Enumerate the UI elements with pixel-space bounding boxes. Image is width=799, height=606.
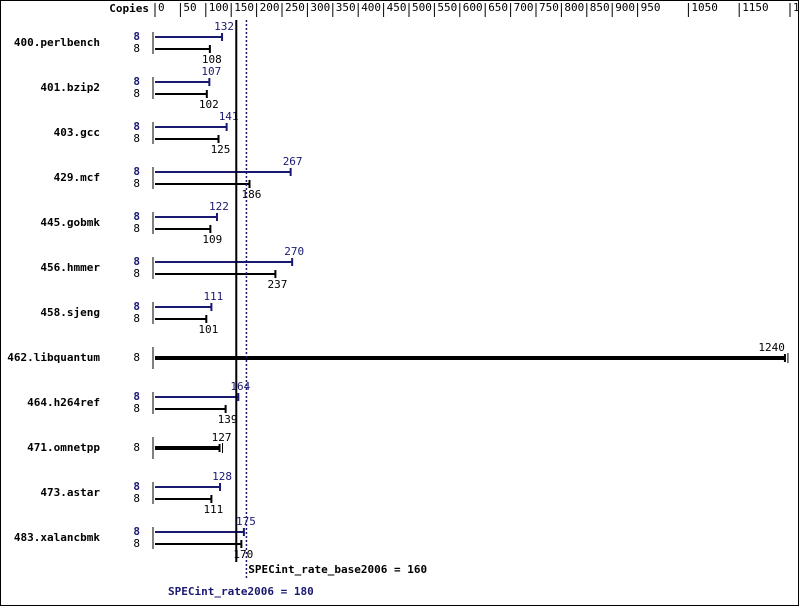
category-label: 471.omnetpp xyxy=(27,441,100,454)
category-label: 401.bzip2 xyxy=(40,81,100,94)
x-tick-label: 950 xyxy=(641,1,661,14)
copies-label: 8 xyxy=(133,390,140,403)
x-tick-label: 0 xyxy=(158,1,165,14)
x-tick-label: 1150 xyxy=(742,1,769,14)
copies-label: 8 xyxy=(133,120,140,133)
value-label: 1240 xyxy=(758,341,785,354)
x-tick-label: 900 xyxy=(615,1,635,14)
x-tick-label: 300 xyxy=(310,1,330,14)
category-label: 456.hmmer xyxy=(40,261,100,274)
reference-label: SPECint_rate2006 = 180 xyxy=(168,585,314,598)
value-label: 109 xyxy=(202,233,222,246)
value-label: 267 xyxy=(283,155,303,168)
x-tick-label: 500 xyxy=(412,1,432,14)
category-label: 458.sjeng xyxy=(40,306,100,319)
copies-label: 8 xyxy=(133,492,140,505)
category-label: 483.xalancbmk xyxy=(14,531,100,544)
copies-label: 8 xyxy=(133,267,140,280)
category-label: 403.gcc xyxy=(54,126,100,139)
value-label: 164 xyxy=(230,380,250,393)
copies-label: 8 xyxy=(133,300,140,313)
category-label: 445.gobmk xyxy=(40,216,100,229)
category-label: 464.h264ref xyxy=(27,396,100,409)
copies-label: 8 xyxy=(133,177,140,190)
x-tick-label: 200 xyxy=(260,1,280,14)
value-label: 101 xyxy=(198,323,218,336)
x-tick-label: 1250 xyxy=(793,1,799,14)
x-tick-label: 600 xyxy=(463,1,483,14)
copies-label: 8 xyxy=(133,30,140,43)
x-tick-label: 400 xyxy=(361,1,381,14)
x-tick-label: 750 xyxy=(539,1,559,14)
value-label: 127 xyxy=(212,431,232,444)
x-tick-label: 550 xyxy=(437,1,457,14)
copies-header: Copies xyxy=(109,2,149,15)
value-label: 270 xyxy=(284,245,304,258)
copies-label: 8 xyxy=(133,537,140,550)
copies-label: 8 xyxy=(133,222,140,235)
value-label: 141 xyxy=(219,110,239,123)
copies-label: 8 xyxy=(133,255,140,268)
category-label: 400.perlbench xyxy=(14,36,100,49)
x-tick-label: 650 xyxy=(488,1,508,14)
value-label: 132 xyxy=(214,20,234,33)
copies-label: 8 xyxy=(133,42,140,55)
value-label: 139 xyxy=(218,413,238,426)
value-label: 111 xyxy=(203,290,223,303)
value-label: 102 xyxy=(199,98,219,111)
copies-label: 8 xyxy=(133,87,140,100)
value-label: 107 xyxy=(201,65,221,78)
x-tick-label: 50 xyxy=(183,1,196,14)
value-label: 128 xyxy=(212,470,232,483)
copies-label: 8 xyxy=(133,132,140,145)
x-tick-label: 850 xyxy=(590,1,610,14)
x-tick-label: 250 xyxy=(285,1,305,14)
category-label: 473.astar xyxy=(40,486,100,499)
value-label: 111 xyxy=(203,503,223,516)
x-tick-label: 800 xyxy=(564,1,584,14)
copies-label: 8 xyxy=(133,402,140,415)
copies-label: 8 xyxy=(133,210,140,223)
value-label: 186 xyxy=(242,188,262,201)
value-label: 237 xyxy=(267,278,287,291)
x-tick-label: 100 xyxy=(209,1,229,14)
value-label: 125 xyxy=(211,143,231,156)
copies-label: 8 xyxy=(133,480,140,493)
category-label: 429.mcf xyxy=(54,171,100,184)
value-label: 122 xyxy=(209,200,229,213)
value-label: 108 xyxy=(202,53,222,66)
copies-label: 8 xyxy=(133,75,140,88)
copies-label: 8 xyxy=(133,525,140,538)
copies-label: 8 xyxy=(133,351,140,364)
x-tick-label: 150 xyxy=(234,1,254,14)
copies-label: 8 xyxy=(133,441,140,454)
copies-label: 8 xyxy=(133,312,140,325)
x-tick-label: 1050 xyxy=(691,1,718,14)
category-label: 462.libquantum xyxy=(7,351,100,364)
reference-label: SPECint_rate_base2006 = 160 xyxy=(248,563,427,576)
copies-label: 8 xyxy=(133,165,140,178)
x-tick-label: 700 xyxy=(514,1,534,14)
value-label: 170 xyxy=(233,548,253,561)
x-tick-label: 350 xyxy=(336,1,356,14)
x-tick-label: 450 xyxy=(387,1,407,14)
